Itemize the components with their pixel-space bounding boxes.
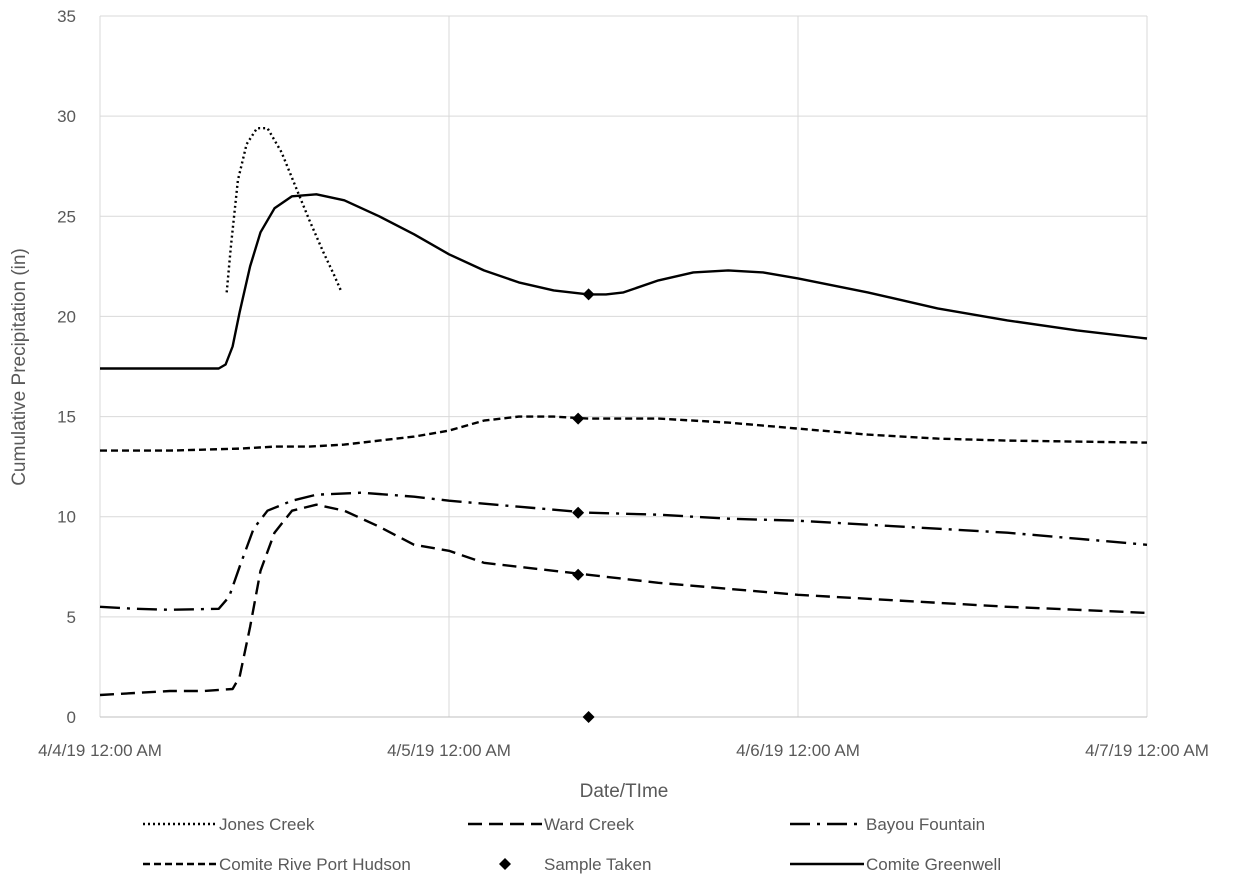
series-lines [99,126,1148,697]
sample-taken-marker [572,506,585,519]
legend-label: Comite Rive Port Hudson [219,855,411,874]
y-tick-label: 0 [67,708,76,727]
legend-label: Ward Creek [544,815,635,834]
legend: Jones Creek Ward Creek Bayou Fountain Comit… [143,815,1001,874]
legend-item: Bayou Fountain [790,815,985,834]
sample-taken-marker [572,412,585,425]
legend-marker-diamond [499,858,511,870]
x-axis-label: Date/TIme [580,781,669,802]
series-line-comite-greenwell [100,193,1148,370]
legend-label: Jones Creek [219,815,315,834]
sample-taken-marker [582,711,595,723]
y-tick-label: 35 [57,7,76,26]
legend-label: Sample Taken [544,855,651,874]
legend-item: Sample Taken [499,855,651,874]
axes: 0 5 10 15 20 25 30 35 4/4/19 12:00 AM 4/5/19 12:0… [38,7,1209,760]
series-line-jones-creek [225,126,342,293]
x-tick-label: 4/7/19 12:00 AM [1085,741,1209,760]
y-tick-label: 10 [57,508,76,527]
legend-label: Comite Greenwell [866,855,1001,874]
legend-item: Ward Creek [468,815,635,834]
y-tick-label: 15 [57,408,76,427]
legend-item: Comite Rive Port Hudson [143,855,411,874]
sample-markers [572,288,595,723]
series-line-comite-rive-port-hudson [100,415,1148,452]
x-tick-label: 4/4/19 12:00 AM [38,741,162,760]
series-line-bayou-fountain [99,491,1148,611]
legend-item: Comite Greenwell [790,855,1001,874]
y-axis-label: Cumulative Precipitation (in) [9,248,30,486]
y-tick-label: 30 [57,107,76,126]
sample-taken-marker [582,288,595,301]
y-tick-label: 20 [57,307,76,326]
grid [99,15,1148,718]
x-tick-label: 4/5/19 12:00 AM [387,741,511,760]
sample-taken-marker [572,568,585,581]
y-tick-label: 25 [57,207,76,226]
legend-item: Jones Creek [143,815,315,834]
x-tick-label: 4/6/19 12:00 AM [736,741,860,760]
y-tick-label: 5 [67,608,76,627]
legend-label: Bayou Fountain [866,815,985,834]
series-line-ward-creek [99,503,1148,697]
